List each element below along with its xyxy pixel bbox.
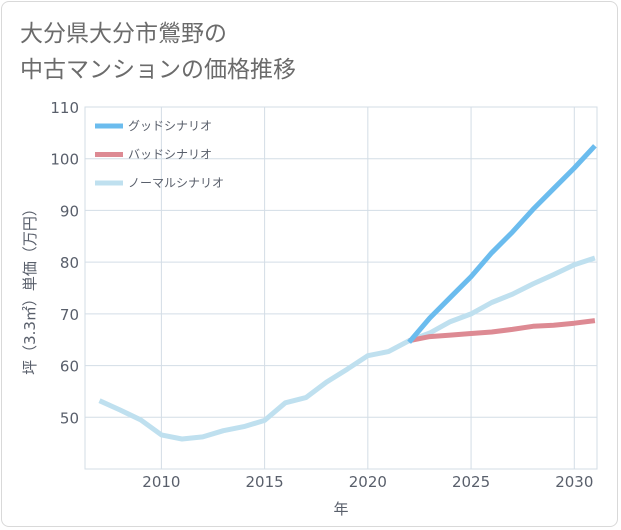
x-tick-label: 2010 <box>142 473 180 491</box>
y-tick-label: 60 <box>60 358 79 376</box>
x-tick-label: 2025 <box>452 473 490 491</box>
x-axis-ticks: 2010 2015 2020 2025 2030 <box>142 473 593 491</box>
x-tick-label: 2020 <box>349 473 387 491</box>
legend-label: グッドシナリオ <box>128 119 212 133</box>
x-tick-label: 2015 <box>246 473 284 491</box>
x-tick-label: 2030 <box>555 473 593 491</box>
y-axis-title: 坪（3.3㎡）単価（万円） <box>21 201 39 375</box>
title-line-2: 中古マンションの価格推移 <box>20 57 296 83</box>
y-tick-label: 80 <box>60 254 79 272</box>
series-line-1 <box>407 144 597 344</box>
y-tick-label: 110 <box>50 99 79 117</box>
series-line-2 <box>408 318 596 344</box>
legend-label: バッドシナリオ <box>128 148 212 162</box>
y-tick-label: 50 <box>60 409 79 427</box>
x-axis-title: 年 <box>333 500 348 518</box>
page-title: 大分県大分市鶯野の 中古マンションの価格推移 <box>20 16 296 88</box>
y-tick-label: 70 <box>60 306 79 324</box>
legend-label: ノーマルシナリオ <box>128 176 224 190</box>
series-lines <box>98 144 597 442</box>
series-line-3 <box>98 255 596 442</box>
title-line-1: 大分県大分市鶯野の <box>20 21 227 47</box>
y-tick-label: 90 <box>60 202 79 220</box>
y-tick-label: 100 <box>50 151 79 169</box>
y-axis-ticks: 50 60 70 80 90 100 110 <box>50 99 79 427</box>
